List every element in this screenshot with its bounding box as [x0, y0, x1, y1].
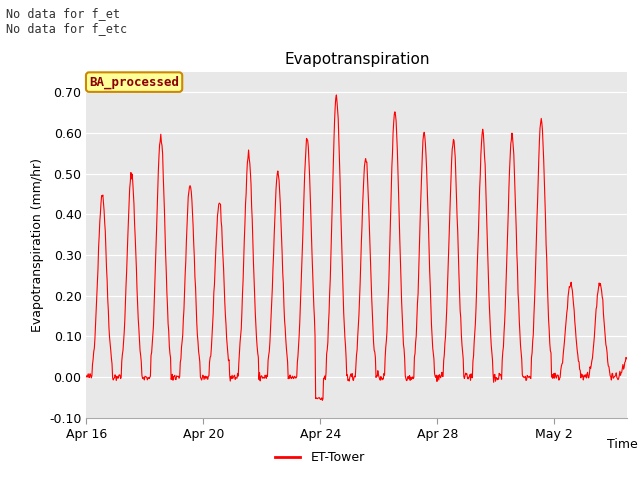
Text: BA_processed: BA_processed [89, 75, 179, 89]
Y-axis label: Evapotranspiration (mm/hr): Evapotranspiration (mm/hr) [31, 158, 44, 332]
Text: No data for f_etc: No data for f_etc [6, 22, 127, 35]
X-axis label: Time: Time [607, 438, 638, 451]
Title: Evapotranspiration: Evapotranspiration [284, 52, 429, 67]
Legend: ET-Tower: ET-Tower [270, 446, 370, 469]
Text: No data for f_et: No data for f_et [6, 7, 120, 20]
